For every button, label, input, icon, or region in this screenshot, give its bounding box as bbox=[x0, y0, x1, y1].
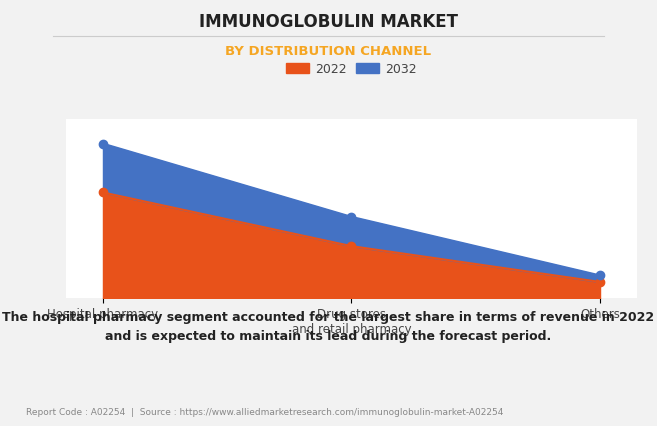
Text: BY DISTRIBUTION CHANNEL: BY DISTRIBUTION CHANNEL bbox=[225, 45, 432, 58]
Text: The hospital pharmacy segment accounted for the largest share in terms of revenu: The hospital pharmacy segment accounted … bbox=[3, 311, 654, 343]
Text: IMMUNOGLOBULIN MARKET: IMMUNOGLOBULIN MARKET bbox=[199, 13, 458, 31]
Legend: 2022, 2032: 2022, 2032 bbox=[281, 58, 422, 81]
Text: Report Code : A02254  |  Source : https://www.alliedmarketresearch.com/immunoglo: Report Code : A02254 | Source : https://… bbox=[26, 409, 504, 417]
